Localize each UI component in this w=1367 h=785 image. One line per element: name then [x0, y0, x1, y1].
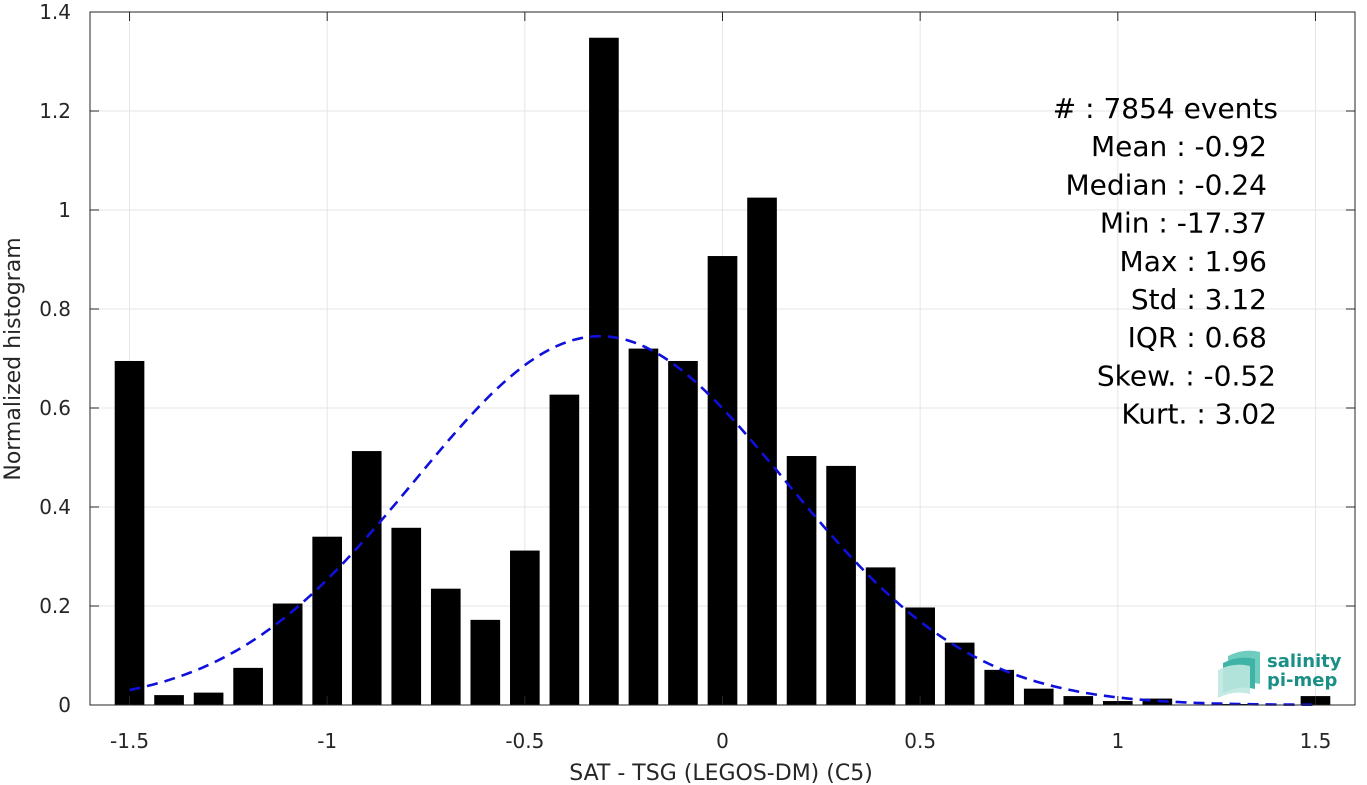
stat-line: IQR : 0.68	[1128, 321, 1267, 354]
histogram-bar	[826, 465, 856, 705]
x-tick-label: 0	[716, 729, 729, 753]
histogram-bar	[312, 536, 343, 705]
y-tick-label: 0.2	[39, 594, 71, 618]
logo-line-2: pi-mep	[1267, 670, 1337, 691]
histogram-bar	[707, 256, 738, 705]
x-tick-label: 1.5	[1300, 729, 1332, 753]
histogram-bar	[470, 619, 501, 705]
histogram-bar	[905, 607, 935, 705]
x-tick-label: 0.5	[904, 729, 936, 753]
histogram-bar	[430, 588, 461, 705]
stat-line: Max : 1.96	[1120, 245, 1267, 278]
histogram-bar	[351, 451, 382, 705]
histogram-bar	[668, 360, 698, 705]
y-tick-label: 1	[58, 198, 71, 222]
y-tick-label: 0.8	[39, 297, 71, 321]
histogram-bars	[114, 37, 1331, 706]
histogram-bar	[193, 692, 224, 705]
y-tick-label: 0.6	[39, 396, 71, 420]
stat-line: Mean : -0.92	[1091, 130, 1267, 163]
histogram-bar	[589, 37, 619, 706]
stat-line: Skew. : -0.52	[1097, 359, 1276, 392]
y-axis-label: Normalized histogram	[1, 237, 26, 480]
histogram-bar	[786, 456, 817, 705]
x-tick-label: -1.5	[110, 729, 149, 753]
x-axis-label: SAT - TSG (LEGOS-DM) (C5)	[569, 761, 873, 785]
stat-line: Kurt. : 3.02	[1121, 398, 1277, 431]
statistics-box: # : 7854 events Mean : -0.92 Median : -0.2…	[1053, 92, 1278, 431]
histogram-bar	[154, 695, 184, 705]
x-tick-label: -0.5	[505, 729, 544, 753]
histogram-bar	[549, 394, 580, 705]
x-tick-label: -1	[317, 729, 337, 753]
y-tick-label: 1.4	[39, 0, 71, 24]
histogram-bar	[865, 567, 896, 705]
histogram-bar	[114, 360, 145, 705]
logo-icon	[1218, 650, 1260, 698]
histogram-bar	[944, 642, 975, 705]
y-tick-label: 0.4	[39, 495, 71, 519]
logo-line-1: salinity	[1267, 651, 1342, 672]
y-tick-labels: 0 0.2 0.4 0.6 0.8 1 1.2 1.4	[39, 0, 71, 717]
histogram-bar	[1023, 688, 1054, 705]
x-tick-label: 1	[1111, 729, 1124, 753]
y-tick-label: 1.2	[39, 99, 71, 123]
stat-line: Median : -0.24	[1065, 168, 1267, 201]
histogram-bar	[510, 550, 540, 705]
salinity-pi-mep-logo: salinity pi-mep	[1218, 650, 1342, 698]
histogram-bar	[272, 603, 303, 705]
histogram-bar	[747, 197, 777, 705]
axis-ticks	[90, 11, 1355, 706]
histogram-bar	[391, 527, 422, 705]
histogram-bar	[233, 667, 263, 705]
stat-line: Min : -17.37	[1100, 207, 1267, 240]
stat-line: # : 7854 events	[1053, 92, 1278, 125]
y-tick-label: 0	[58, 693, 71, 717]
histogram-bar	[984, 669, 1015, 705]
stat-line: Std : 3.12	[1131, 283, 1267, 316]
histogram-bar	[1142, 698, 1173, 705]
histogram-bar	[1063, 696, 1094, 705]
x-tick-labels: -1.5 -1 -0.5 0 0.5 1 1.5	[110, 729, 1331, 753]
histogram-bar	[628, 348, 659, 705]
grid-lines	[90, 11, 1355, 706]
